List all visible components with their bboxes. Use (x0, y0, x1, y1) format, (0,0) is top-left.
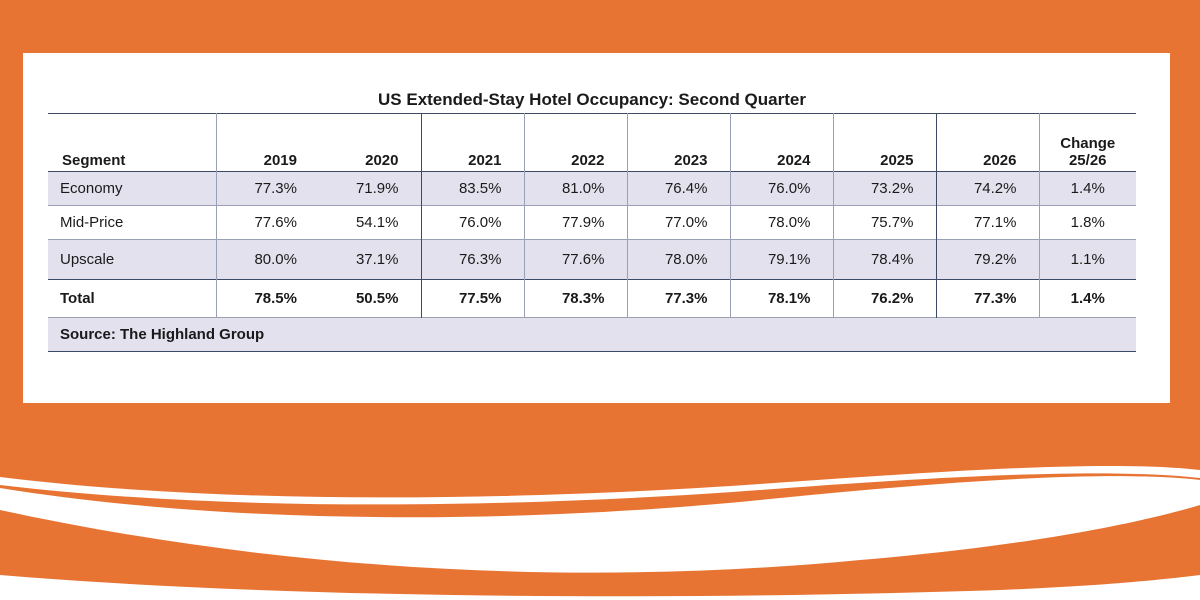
table-cell: 76.3% (420, 239, 524, 280)
change-cell: 1.4% (1038, 279, 1136, 318)
table-cell: 74.2% (935, 171, 1039, 206)
header-year: 2020 (365, 152, 399, 169)
table-cell: 79.2% (935, 239, 1039, 280)
table-cell: 77.3% (935, 279, 1039, 318)
header-year: 2021 (420, 113, 524, 172)
table-cell: 78.3% (523, 279, 627, 318)
table-cell: 77.3% (626, 279, 730, 318)
change-cell: 1.4% (1038, 171, 1136, 206)
table-cell: 73.2% (832, 171, 936, 206)
change-cell: 1.8% (1038, 205, 1136, 240)
table-cell: 78.0% (729, 205, 833, 240)
table-cell: 78.5% (215, 279, 319, 318)
table-cell: 77.6% (523, 239, 627, 280)
table-cell: 50.5% (355, 290, 399, 307)
table-cell: 78.0% (626, 239, 730, 280)
table-cell: 76.0% (729, 171, 833, 206)
header-change: Change 25/26 (1038, 113, 1136, 172)
table-row-economy: Economy 77.3% 71.9% 83.5% 81.0% 76.4% 76… (48, 171, 1136, 206)
table-cell: 77.3% (215, 171, 319, 206)
table-cell: 77.1% (935, 205, 1039, 240)
row-label: Economy (60, 180, 123, 197)
header-change-line2: 25/26 (1068, 152, 1107, 169)
header-year: 2026 (935, 113, 1039, 172)
header-change-line1: Change (1060, 135, 1116, 152)
table-row-mid-price: Mid-Price 77.6% 54.1% 76.0% 77.9% 77.0% … (48, 205, 1136, 240)
header-year: 2019 (215, 113, 319, 172)
table-cell: 83.5% (420, 171, 524, 206)
table-row-source: Source: The Highland Group (48, 317, 1136, 352)
table-cell: 77.6% (215, 205, 319, 240)
table-row-upscale: Upscale 80.0% 37.1% 76.3% 77.6% 78.0% 79… (48, 239, 1136, 280)
table-row-total: Total 78.5% 50.5% 77.5% 78.3% 77.3% 78.1… (48, 279, 1136, 318)
table-cell: 77.5% (420, 279, 524, 318)
table-cell: 80.0% (215, 239, 319, 280)
table-cell: 78.1% (729, 279, 833, 318)
table-cell: 78.4% (832, 239, 936, 280)
table-cell: 77.9% (523, 205, 627, 240)
header-year: 2025 (832, 113, 936, 172)
source-note: Source: The Highland Group (60, 326, 265, 343)
table-cell: 77.0% (626, 205, 730, 240)
header-row: Segment 2019 2020 2021 2022 2023 2024 20… (48, 113, 1136, 172)
table-cell: 76.4% (626, 171, 730, 206)
table-cell: 76.0% (420, 205, 524, 240)
header-year: 2023 (626, 113, 730, 172)
header-year: 2024 (729, 113, 833, 172)
table-cell: 54.1% (355, 214, 399, 231)
row-label: Total (60, 290, 95, 307)
occupancy-table: Segment 2019 2020 2021 2022 2023 2024 20… (48, 113, 1136, 352)
table-cell: 71.9% (355, 180, 399, 197)
table-cell: 75.7% (832, 205, 936, 240)
header-year: 2022 (523, 113, 627, 172)
header-segment: Segment (62, 152, 126, 169)
table-cell: 81.0% (523, 171, 627, 206)
change-cell: 1.1% (1038, 239, 1136, 280)
row-label: Upscale (60, 251, 115, 268)
table-cell: 76.2% (832, 279, 936, 318)
chart-title: US Extended-Stay Hotel Occupancy: Second… (378, 90, 806, 109)
row-label: Mid-Price (60, 214, 124, 231)
table-cell: 79.1% (729, 239, 833, 280)
table-cell: 37.1% (355, 251, 399, 268)
